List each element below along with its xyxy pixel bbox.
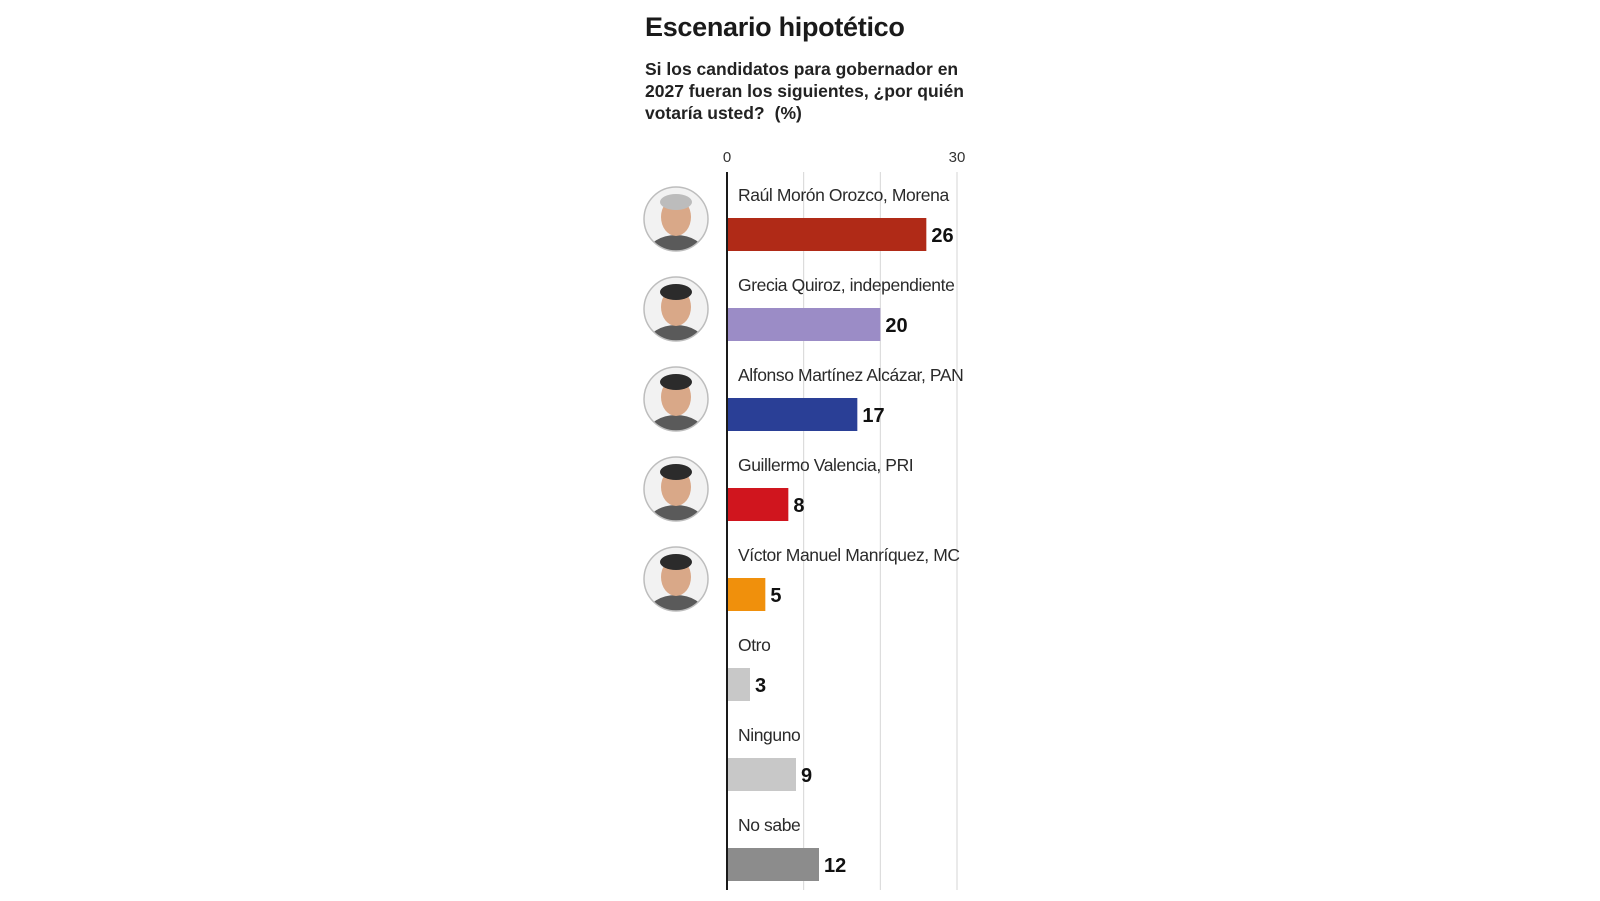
value-label: 20: [885, 315, 907, 337]
bar-3: [728, 398, 858, 431]
portrait-icon: [643, 366, 709, 432]
value-label: 17: [862, 405, 884, 427]
bar-1: [728, 218, 927, 251]
bar-2: [728, 308, 881, 341]
category-label: Alfonso Martínez Alcázar, PAN: [738, 365, 963, 385]
chart-title: Escenario hipotético: [645, 12, 905, 42]
category-label: Víctor Manuel Manríquez, MC: [738, 545, 960, 565]
value-label: 12: [824, 855, 846, 877]
category-label: No sabe: [738, 815, 800, 835]
category-label: Raúl Morón Orozco, Morena: [738, 185, 949, 205]
subtitle-unit: (%): [774, 103, 802, 123]
value-label: 26: [931, 225, 953, 247]
x-tick-label-0: 0: [723, 149, 731, 166]
subtitle-question: Si los candidatos para gobernador en 202…: [645, 59, 964, 123]
portrait-icon: [643, 546, 709, 612]
category-label: Ninguno: [738, 725, 800, 745]
portrait-icon: [643, 186, 709, 252]
category-label: Otro: [738, 635, 770, 655]
bar-8: [728, 848, 819, 881]
bar-7: [728, 758, 796, 791]
category-label: Guillermo Valencia, PRI: [738, 455, 913, 475]
bar-6: [728, 668, 750, 701]
x-tick-label-30: 30: [949, 149, 966, 166]
value-label: 5: [770, 585, 781, 607]
portrait-icon: [643, 456, 709, 522]
value-label: 9: [801, 765, 812, 787]
value-label: 3: [755, 675, 766, 697]
bar-4: [728, 488, 789, 521]
value-label: 8: [793, 495, 804, 517]
portrait-icon: [643, 276, 709, 342]
category-label: Grecia Quiroz, independiente: [738, 275, 954, 295]
chart-subtitle: Si los candidatos para gobernador en 202…: [645, 58, 975, 124]
bar-5: [728, 578, 766, 611]
